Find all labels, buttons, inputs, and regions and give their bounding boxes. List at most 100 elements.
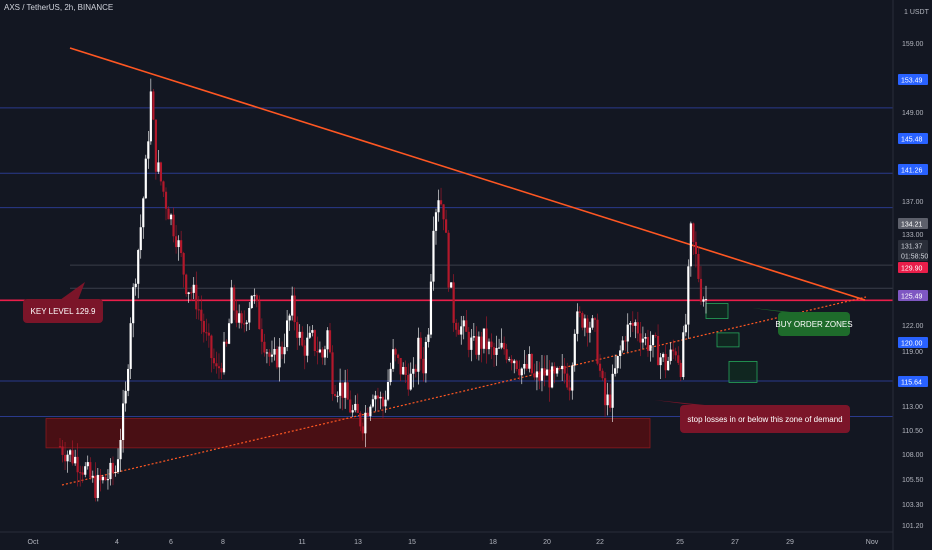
candle-body <box>68 450 72 455</box>
candle-body <box>667 360 670 371</box>
candle-body <box>407 374 410 390</box>
candle-body <box>154 119 157 172</box>
candle-body <box>159 162 163 182</box>
candle-body <box>124 390 127 404</box>
candle-body <box>518 369 521 376</box>
candle-body <box>424 341 427 374</box>
candle-body <box>644 337 647 339</box>
candle-body <box>699 278 703 302</box>
price-label: 115.64 <box>901 380 922 387</box>
stop-loss-callout: stop losses in or below this zone of dem… <box>654 400 850 433</box>
candle-body <box>106 479 110 481</box>
candle-body <box>58 446 62 448</box>
price-label-box <box>898 290 928 301</box>
candle-body <box>480 336 483 349</box>
candle-body <box>679 362 682 378</box>
candle-body <box>134 283 137 288</box>
candle-body <box>328 330 332 353</box>
price-label: 131.37 <box>901 244 923 251</box>
candle-body <box>434 212 438 231</box>
candle-body <box>152 91 155 120</box>
candle-body <box>598 363 602 371</box>
candle-body <box>89 462 92 478</box>
candle-body <box>157 162 160 172</box>
candle-body <box>581 312 584 328</box>
candle-body <box>409 373 412 390</box>
candle-body <box>636 322 639 334</box>
price-label-box <box>898 240 928 251</box>
candle-body <box>649 345 652 351</box>
candle-body <box>268 352 271 357</box>
candle-body <box>561 365 564 370</box>
candle-body <box>349 399 352 413</box>
candle-body <box>341 382 344 398</box>
candle-body <box>513 360 516 364</box>
candle-body <box>280 346 284 355</box>
candle-body <box>422 358 425 374</box>
candle-body <box>205 332 208 334</box>
candle-body <box>669 349 672 361</box>
candle-body <box>311 330 314 333</box>
candle-body <box>291 295 294 316</box>
candle-body <box>121 403 125 440</box>
candle-body <box>689 223 692 267</box>
candle-body <box>174 236 178 248</box>
candle-body <box>283 347 286 355</box>
candle-body <box>351 410 354 413</box>
candle-body <box>275 348 279 368</box>
candle-body <box>298 331 301 338</box>
buy-order-zone <box>728 361 758 383</box>
candle-body <box>185 274 188 295</box>
candle-body <box>293 295 296 323</box>
candle-body <box>144 158 147 199</box>
candle-body <box>429 281 433 335</box>
candle-body <box>412 368 415 374</box>
candle-body <box>477 336 480 355</box>
candle-body <box>593 318 597 320</box>
price-label: 125.49 <box>901 294 923 301</box>
price-tick-label: 110.50 <box>902 428 923 435</box>
candle-body <box>245 322 248 325</box>
candle-body <box>356 403 359 413</box>
candle-body <box>672 349 675 352</box>
candle-body <box>591 318 594 328</box>
candle-body <box>132 287 135 324</box>
buy-zones-callout-pointer <box>752 308 800 313</box>
candle-body <box>490 341 493 348</box>
candle-body <box>659 357 662 366</box>
candle-body <box>545 369 549 376</box>
price-label-box <box>898 337 928 348</box>
price-label-box <box>898 262 928 273</box>
candle-body <box>606 394 609 406</box>
candle-body <box>533 373 536 378</box>
candle-body <box>91 475 94 478</box>
price-label: 01:58:50 <box>901 254 928 261</box>
candle-body <box>702 299 705 302</box>
price-label: 134.21 <box>901 222 923 229</box>
candle-body <box>563 365 566 374</box>
candle-body <box>333 394 337 396</box>
candle-body <box>530 353 533 374</box>
candle-body <box>619 350 622 357</box>
candle-body <box>127 368 130 391</box>
candle-body <box>215 363 218 367</box>
candle-body <box>354 403 357 411</box>
candle-body <box>227 323 231 344</box>
candle-body <box>142 198 145 228</box>
buy-order-zone <box>705 303 729 319</box>
candle-body <box>475 336 478 355</box>
candle-body <box>550 366 554 388</box>
candle-body <box>63 454 67 462</box>
candle-body <box>641 338 645 343</box>
price-tick-label: 101.20 <box>902 523 924 530</box>
candle-body <box>520 368 523 376</box>
candle-body <box>278 346 281 368</box>
candle-body <box>323 349 327 358</box>
candle-body <box>61 446 64 455</box>
candle-body <box>321 349 324 358</box>
candle-body <box>197 309 200 311</box>
candle-body <box>346 382 349 400</box>
candle-body <box>404 366 407 375</box>
candle-body <box>684 324 687 333</box>
